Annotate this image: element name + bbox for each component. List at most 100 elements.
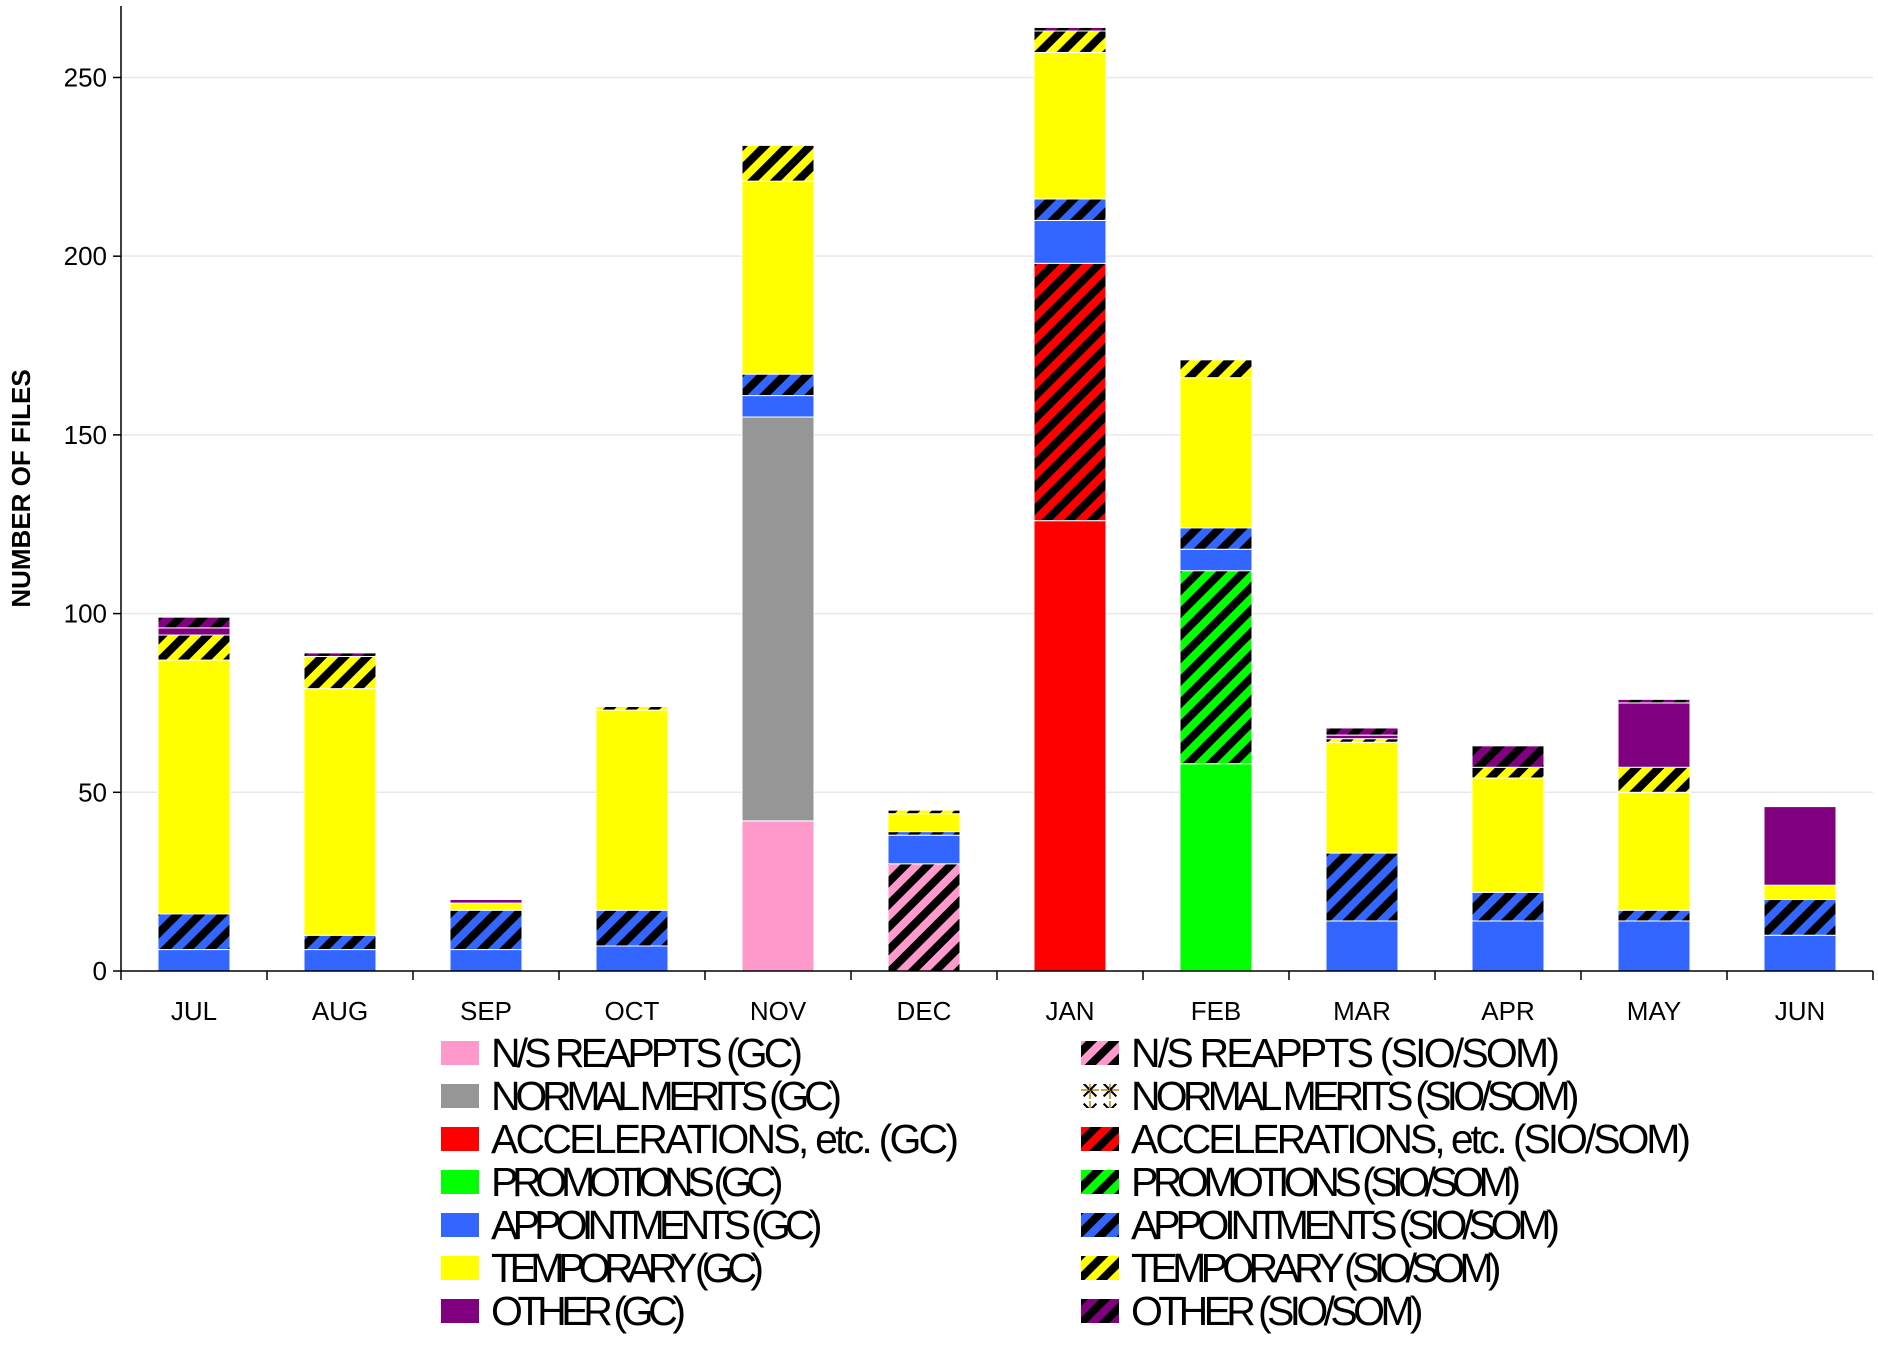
legend-swatch <box>441 1127 479 1151</box>
bar-segment-jan <box>1034 52 1106 199</box>
bar-segment-jun <box>1764 935 1836 971</box>
bar-segment-may <box>1618 703 1690 767</box>
bar-segment-feb <box>1180 764 1252 971</box>
legend-label: N/S REAPPTS (SIO/SOM) <box>1131 1030 1560 1076</box>
bar-segment-oct <box>596 910 668 946</box>
bar-segment-sep <box>450 950 522 971</box>
legend-swatch <box>1081 1041 1119 1065</box>
bar-segment-jul <box>158 635 230 660</box>
legend-swatch <box>441 1299 479 1323</box>
bar-segment-aug <box>304 653 376 657</box>
bar-segment-mar <box>1326 735 1398 739</box>
bar-segment-aug <box>304 950 376 971</box>
bar-segment-nov <box>742 374 814 395</box>
bar-segment-may <box>1618 792 1690 910</box>
bar-segment-mar <box>1326 853 1398 921</box>
legend-label: NORMAL MERITS (SIO/SOM) <box>1131 1073 1580 1119</box>
x-tick-label: FEB <box>1191 996 1242 1026</box>
y-tick-label: 250 <box>64 62 107 92</box>
bar-segment-jun <box>1764 900 1836 936</box>
bar-segment-apr <box>1472 746 1544 767</box>
bar-segment-may <box>1618 699 1690 703</box>
legend-label: ACCELERATIONS, etc. (GC) <box>491 1116 959 1162</box>
bar-segment-apr <box>1472 778 1544 892</box>
legend-label: TEMPORARY (SIO/SOM) <box>1131 1245 1502 1291</box>
x-tick-label: MAY <box>1627 996 1681 1026</box>
legend-label: OTHER (GC) <box>491 1288 686 1334</box>
y-tick-label: 50 <box>78 777 107 807</box>
bar-segment-jun <box>1764 807 1836 886</box>
legend-item: TEMPORARY (GC) <box>441 1245 764 1291</box>
y-axis-title: NUMBER OF FILES <box>6 369 36 607</box>
bar-segment-dec <box>888 835 960 864</box>
legend-swatch <box>441 1213 479 1237</box>
legend-swatch <box>1081 1127 1119 1151</box>
legend-item: PROMOTIONS (SIO/SOM) <box>1081 1159 1521 1205</box>
legend-swatch <box>441 1041 479 1065</box>
bar-segment-apr <box>1472 892 1544 921</box>
x-tick-label: OCT <box>605 996 660 1026</box>
bar-segment-jun <box>1764 885 1836 899</box>
legend-item: TEMPORARY (SIO/SOM) <box>1081 1245 1502 1291</box>
legend-label: OTHER (SIO/SOM) <box>1131 1288 1424 1334</box>
bar-segment-mar <box>1326 728 1398 735</box>
bars <box>158 27 1836 971</box>
bar-segment-aug <box>304 689 376 936</box>
legend-swatch <box>1081 1213 1119 1237</box>
bar-segment-mar <box>1326 739 1398 743</box>
gridlines <box>121 77 1873 792</box>
bar-segment-nov <box>742 145 814 181</box>
legend-item: OTHER (GC) <box>441 1288 686 1334</box>
x-tick-label: JUN <box>1775 996 1826 1026</box>
bar-segment-oct <box>596 946 668 971</box>
y-tick-label: 150 <box>64 420 107 450</box>
legend: N/S REAPPTS (GC) N/S REAPPTS (SIO/SOM)NOR… <box>441 1030 1691 1334</box>
bar-segment-jan <box>1034 27 1106 31</box>
bar-segment-oct <box>596 710 668 910</box>
legend-swatch <box>441 1170 479 1194</box>
x-tick-label: JUL <box>171 996 217 1026</box>
legend-label: TEMPORARY (GC) <box>491 1245 764 1291</box>
bar-segment-aug <box>304 656 376 688</box>
bar-segment-jul <box>158 660 230 914</box>
x-tick-label: SEP <box>460 996 512 1026</box>
x-tick-label: MAR <box>1333 996 1391 1026</box>
legend-swatch <box>1081 1256 1119 1280</box>
legend-swatch <box>1081 1299 1119 1323</box>
bar-segment-feb <box>1180 360 1252 378</box>
bar-segment-feb <box>1180 528 1252 549</box>
bar-segment-feb <box>1180 378 1252 528</box>
bar-segment-nov <box>742 821 814 971</box>
bar-segment-dec <box>888 832 960 836</box>
legend-label: APPOINTMENTS (GC) <box>491 1202 823 1248</box>
bar-segment-may <box>1618 767 1690 792</box>
legend-swatch <box>441 1084 479 1108</box>
legend-item: ACCELERATIONS, etc. (GC) <box>441 1116 959 1162</box>
bar-segment-jan <box>1034 263 1106 520</box>
x-tick-label: JAN <box>1045 996 1094 1026</box>
legend-item: PROMOTIONS (GC) <box>441 1159 784 1205</box>
bar-segment-mar <box>1326 921 1398 971</box>
x-tick-label: APR <box>1481 996 1534 1026</box>
legend-label: N/S REAPPTS (GC) <box>491 1030 803 1076</box>
legend-swatch <box>1081 1170 1119 1194</box>
bar-segment-feb <box>1180 571 1252 764</box>
legend-swatch <box>1081 1084 1119 1108</box>
x-tick-label: NOV <box>750 996 807 1026</box>
bar-segment-jan <box>1034 521 1106 971</box>
legend-label: PROMOTIONS (SIO/SOM) <box>1131 1159 1521 1205</box>
legend-item: ACCELERATIONS, etc. (SIO/SOM) <box>1081 1116 1691 1162</box>
legend-item: OTHER (SIO/SOM) <box>1081 1288 1424 1334</box>
bar-segment-nov <box>742 417 814 821</box>
bar-segment-jan <box>1034 220 1106 263</box>
bar-segment-sep <box>450 903 522 910</box>
x-tick-label: AUG <box>312 996 368 1026</box>
bar-segment-jul <box>158 950 230 971</box>
bar-segment-feb <box>1180 549 1252 570</box>
bar-segment-dec <box>888 864 960 971</box>
bar-segment-dec <box>888 814 960 832</box>
bar-segment-may <box>1618 910 1690 921</box>
y-tick-label: 0 <box>93 956 107 986</box>
legend-label: PROMOTIONS (GC) <box>491 1159 784 1205</box>
